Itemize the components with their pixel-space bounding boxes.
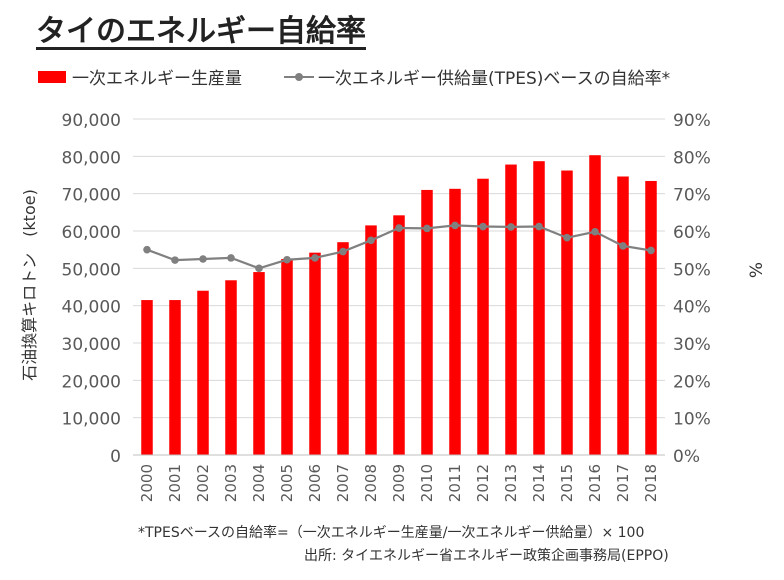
x-tick-label: 2010 [418, 464, 436, 502]
y2-tick-label: 10% [673, 410, 711, 430]
x-tick-label: 2003 [222, 464, 240, 502]
y-tick-label: 30,000 [62, 335, 121, 355]
y2-tick-label: 60% [673, 223, 711, 243]
line-point [367, 236, 375, 245]
chart-legend: 一次エネルギー生産量 一次エネルギー供給量(TPES)ベースの自給率* [38, 64, 670, 89]
x-tick-label: 2009 [390, 464, 408, 502]
bar [589, 155, 601, 456]
x-tick-label: 2012 [474, 464, 492, 502]
line-point [479, 222, 487, 231]
bar [365, 225, 377, 455]
y-tick-label: 90,000 [62, 111, 121, 131]
line-point [535, 222, 543, 231]
x-tick-label: 2002 [194, 464, 212, 502]
line-point [199, 255, 207, 263]
x-tick-label: 2006 [306, 464, 324, 502]
line-point [283, 255, 291, 264]
x-tick-label: 2000 [138, 464, 156, 502]
bar [421, 189, 433, 455]
x-tick-label: 2007 [334, 464, 352, 502]
chart-title: タイのエネルギー自給率 [36, 14, 366, 49]
y-tick-label: 10,000 [62, 410, 121, 430]
y-tick-label: 80,000 [62, 148, 121, 168]
x-tick-label: 2005 [278, 464, 296, 502]
line-point [619, 242, 627, 250]
y2-tick-label: 40% [673, 298, 711, 318]
line-point [395, 224, 403, 232]
line-point [339, 247, 347, 256]
y-tick-label: 70,000 [62, 186, 121, 206]
bar [449, 188, 461, 455]
bar [505, 164, 517, 455]
line-point [591, 227, 599, 236]
y2-tick-label: 0% [673, 447, 700, 467]
y-tick-label: 60,000 [62, 223, 121, 243]
y2-tick-label: 70% [673, 186, 711, 206]
source-note: 出所: タイエネルギー省エネルギー政策企画事務局(EPPO) [304, 548, 669, 564]
x-tick-label: 2014 [530, 464, 548, 502]
y-tick-label: 20,000 [62, 372, 121, 392]
x-tick-label: 2017 [614, 464, 632, 502]
bar [477, 178, 489, 455]
line-point [255, 264, 263, 273]
line-point [451, 221, 459, 230]
x-tick-label: 2015 [558, 464, 576, 502]
legend-line-label: 一次エネルギー供給量(TPES)ベースの自給率* [318, 69, 671, 89]
line-point [563, 233, 571, 242]
bar [337, 242, 349, 455]
legend-bar-label: 一次エネルギー生産量 [72, 69, 242, 89]
bar [281, 259, 293, 455]
x-tick-label: 2008 [362, 464, 380, 502]
x-tick-label: 2004 [250, 464, 268, 502]
line-point [423, 224, 431, 233]
x-tick-label: 2018 [642, 464, 660, 502]
bar [197, 290, 209, 455]
bar [169, 300, 181, 455]
x-tick-label: 2001 [166, 464, 184, 502]
line-point [143, 245, 151, 254]
line-point [311, 254, 319, 262]
y2-tick-label: 90% [673, 111, 711, 131]
x-tick-label: 2013 [502, 464, 520, 502]
bar [561, 170, 573, 455]
legend-bar-swatch [38, 70, 66, 83]
y-tick-label: 0 [110, 447, 121, 467]
legend-line-swatch [284, 71, 314, 83]
y2-tick-label: 80% [673, 148, 711, 168]
y-tick-label: 40,000 [62, 298, 121, 318]
y2-tick-label: 30% [673, 335, 711, 355]
bar [253, 272, 265, 455]
y-tick-label: 50,000 [62, 260, 121, 280]
bar [617, 176, 629, 455]
y2-tick-label: 20% [673, 372, 711, 392]
bar [645, 180, 657, 455]
line-point [227, 254, 235, 262]
bar [393, 215, 405, 455]
y2-tick-label: 50% [673, 260, 711, 280]
line-point [171, 256, 179, 264]
x-tick-label: 2016 [586, 464, 604, 502]
bar [141, 300, 153, 455]
x-tick-label: 2011 [446, 464, 464, 502]
bar [533, 161, 545, 456]
line-point [507, 223, 515, 231]
bar [309, 252, 321, 455]
line-point [647, 246, 655, 255]
formula-note: *TPESベースの自給率=（一次エネルギー生産量/一次エネルギー供給量）× 10… [138, 525, 645, 541]
bar [225, 280, 237, 455]
